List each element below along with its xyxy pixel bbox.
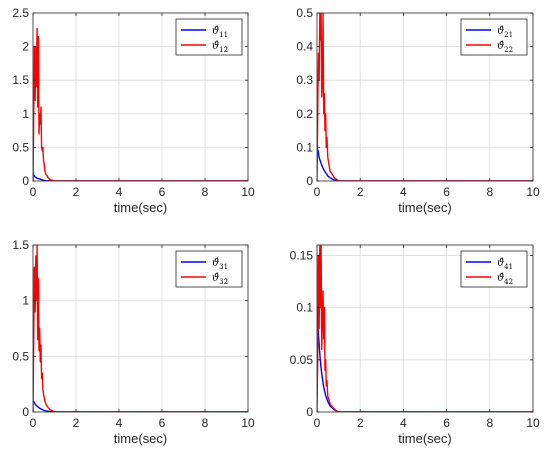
legend: ϑ̂41 ϑ̂42	[460, 250, 528, 288]
x-tick-label: 8	[486, 185, 493, 199]
legend-entry-label: ϑ̂11	[212, 26, 228, 39]
y-tick-label: 0.4	[296, 40, 313, 54]
x-tick-label: 10	[241, 185, 255, 199]
y-tick-label: 0	[22, 405, 29, 419]
x-axis-label: time(sec)	[398, 200, 451, 215]
y-tick-label: 0.1	[296, 301, 313, 315]
y-tick-label: 0.3	[296, 73, 313, 87]
legend-box	[460, 250, 528, 288]
x-tick-label: 8	[202, 416, 209, 430]
y-tick-label: 0	[306, 174, 313, 188]
series-line-1	[317, 307, 533, 412]
x-tick-label: 8	[202, 185, 209, 199]
chart-panel-3: 0 2 4 6 8 10 0 0.5 1 1.5 time(sec) ϑ̂31 ϑ̂32	[12, 238, 255, 446]
x-tick-label: 6	[159, 416, 166, 430]
axes-box	[32, 12, 249, 182]
legend-box	[175, 18, 243, 56]
axes-box	[32, 244, 249, 413]
x-axis-label: time(sec)	[114, 200, 167, 215]
x-tick-label: 4	[116, 416, 123, 430]
y-tick-label: 0.2	[296, 107, 313, 121]
legend-entry-label: ϑ̂12	[212, 41, 228, 54]
series-group	[317, 13, 533, 181]
legend-entry-label: ϑ̂42	[497, 273, 513, 286]
x-tick-label: 0	[314, 185, 321, 199]
x-tick-label: 2	[357, 185, 364, 199]
legend-entry-label: ϑ̂41	[497, 258, 513, 271]
x-tick-label: 4	[400, 416, 407, 430]
legend: ϑ̂11 ϑ̂12	[175, 18, 243, 56]
chart-panel-1: 0 2 4 6 8 10 0 0.5 1 1.5 2 2.5 time(sec) ϑ̂11 ϑ̂12	[12, 6, 255, 215]
y-tick-label: 0.5	[296, 6, 313, 20]
axes-box	[316, 244, 534, 413]
legend: ϑ̂31 ϑ̂32	[175, 250, 243, 288]
series-line-2	[33, 27, 248, 181]
series-line-1	[317, 147, 533, 181]
legend-entry-label: ϑ̂32	[212, 273, 228, 286]
legend: ϑ̂21 ϑ̂22	[460, 18, 528, 56]
legend-entry-label: ϑ̂21	[497, 26, 513, 39]
y-tick-label: 0.05	[290, 353, 314, 367]
y-tick-label: 0	[22, 174, 29, 188]
x-tick-label: 10	[241, 416, 255, 430]
legend-box	[460, 18, 528, 56]
y-tick-label: 2.5	[12, 6, 29, 20]
x-tick-label: 6	[443, 185, 450, 199]
series-line-2	[317, 13, 533, 181]
y-tick-label: 2	[22, 40, 29, 54]
y-tick-label: 0.5	[12, 140, 29, 154]
x-axis-label: time(sec)	[398, 431, 451, 446]
legend-entry-label: ϑ̂31	[212, 258, 228, 271]
y-tick-label: 0.1	[296, 140, 313, 154]
y-tick-label: 0.5	[12, 349, 29, 363]
x-tick-label: 2	[73, 185, 80, 199]
x-tick-label: 2	[73, 416, 80, 430]
series-line-2	[317, 245, 533, 412]
legend-entry-label: ϑ̂22	[497, 41, 513, 54]
y-tick-label: 1.5	[12, 73, 29, 87]
axes-box	[316, 12, 534, 182]
x-tick-label: 4	[400, 185, 407, 199]
y-tick-label: 1	[22, 107, 29, 121]
x-tick-label: 6	[443, 416, 450, 430]
chart-panel-2: 0 2 4 6 8 10 0 0.1 0.2 0.3 0.4 0.5 time(sec) ϑ̂21 ϑ̂22	[296, 6, 540, 215]
chart-panel-4: 0 2 4 6 8 10 0 0.05 0.1 0.15 time(sec) ϑ̂41 ϑ̂42	[290, 244, 540, 446]
x-tick-label: 2	[357, 416, 364, 430]
x-tick-label: 0	[314, 416, 321, 430]
x-tick-label: 0	[30, 416, 37, 430]
series-line-2	[33, 245, 248, 412]
x-tick-label: 8	[486, 416, 493, 430]
x-tick-label: 6	[159, 185, 166, 199]
legend-box	[175, 250, 243, 288]
x-tick-label: 4	[116, 185, 123, 199]
x-tick-label: 10	[526, 416, 540, 430]
y-tick-label: 1.5	[12, 238, 29, 252]
series-group	[317, 245, 533, 412]
y-tick-label: 0	[306, 405, 313, 419]
x-tick-label: 10	[526, 185, 540, 199]
x-axis-label: time(sec)	[114, 431, 167, 446]
x-tick-label: 0	[30, 185, 37, 199]
y-tick-label: 0.15	[290, 248, 314, 262]
y-tick-label: 1	[22, 294, 29, 308]
